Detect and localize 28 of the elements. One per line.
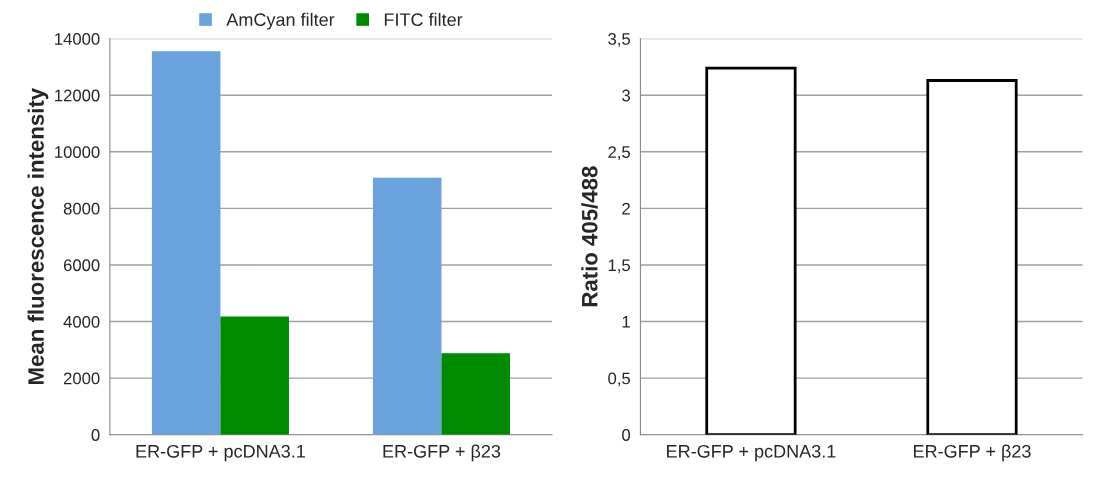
y-tick-label: 12000 (55, 89, 100, 102)
x-tick-label: ER-GFP + pcDNA3.1 (136, 444, 305, 462)
y-tick-label: 2 (622, 202, 630, 215)
y-tick-label: 0 (622, 429, 631, 441)
y-tick-label: 6000 (63, 259, 100, 272)
bar (220, 316, 289, 435)
y-tick-label: 3 (622, 89, 630, 102)
y-tick-label: 2,5 (608, 146, 630, 160)
y-tick-label: 14000 (55, 33, 100, 45)
bar (372, 177, 442, 435)
y-tick-label: 8000 (63, 202, 100, 215)
legend-label: FITC filter (384, 12, 463, 27)
y-tick-label: 4000 (63, 315, 100, 328)
y-axis-title: Ratio 405/488 (581, 166, 598, 307)
x-tick-label: ER-GFP + β23 (914, 444, 1031, 462)
y-tick-label: 0,5 (608, 372, 630, 387)
y-tick-label: 0 (91, 429, 100, 441)
y-tick-label: 3,5 (608, 33, 630, 47)
y-tick-label: 10000 (55, 146, 100, 158)
y-axis-title: Mean fluorescence intensity (27, 87, 49, 384)
x-tick-label: ER-GFP + pcDNA3.1 (667, 444, 836, 462)
y-tick-label: 2000 (63, 372, 100, 385)
bar (441, 353, 510, 435)
bar (151, 51, 221, 435)
x-tick-label: ER-GFP + β23 (383, 444, 501, 462)
y-tick-label: 1,5 (608, 259, 630, 274)
y-tick-label: 1 (622, 316, 630, 328)
legend-label: AmCyan filter (226, 12, 335, 30)
